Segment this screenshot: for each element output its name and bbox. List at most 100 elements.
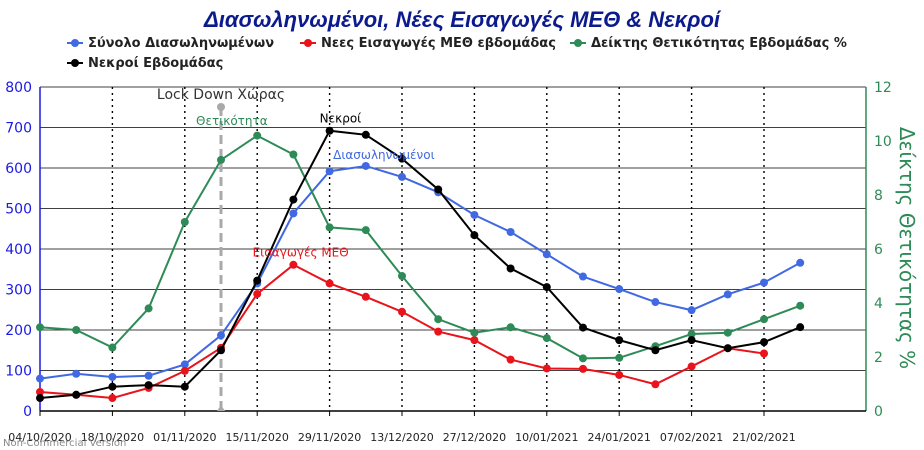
- legend-item: Δείκτης Θετικότητας Εβδομάδας %: [570, 36, 847, 51]
- series-point: [361, 226, 370, 235]
- annotation-labels: Lock Down Χώρας Θετικότητα Νεκροί Διασωληνω…: [157, 87, 435, 259]
- series-point: [687, 362, 696, 371]
- axes: 0 100 200 300 400 500 600 700 800 0 2 4 6 8 10 12 04/10/…: [5, 80, 892, 444]
- series-point: [579, 364, 587, 373]
- series-line: [39, 129, 801, 400]
- series-point: [180, 366, 189, 375]
- x-tick-label: 21/02/2021: [732, 431, 795, 444]
- series-point: [398, 154, 406, 163]
- series-point: [361, 292, 370, 301]
- series-point: [289, 209, 298, 218]
- y-left-tick-label: 100: [5, 364, 32, 380]
- y-right-tick-label: 10: [874, 134, 892, 150]
- annotation-lines: [217, 103, 225, 411]
- series-point: [144, 381, 153, 390]
- series-2: [36, 260, 768, 403]
- series-point: [579, 354, 587, 363]
- series-point: [108, 382, 117, 391]
- y-right-tick-label: 6: [874, 242, 883, 258]
- series-point: [72, 390, 81, 399]
- y-left-tick-label: 300: [5, 283, 32, 299]
- series-point: [36, 387, 44, 396]
- series-point: [253, 276, 262, 285]
- series-point: [325, 279, 334, 288]
- series-point: [361, 161, 370, 170]
- series-4: [36, 126, 805, 403]
- y-right-tick-label: 2: [874, 350, 883, 366]
- y-right-tick-label: 4: [874, 296, 883, 312]
- series-point: [542, 283, 551, 292]
- x-tick-label: 07/02/2021: [660, 431, 723, 444]
- series-point: [579, 323, 587, 332]
- legend-swatch-marker: [71, 39, 79, 47]
- series-point: [615, 353, 624, 362]
- series-point: [72, 326, 81, 334]
- y-right-tick-label: 8: [874, 188, 883, 204]
- legend-label: Νεκροί Εβδομάδας: [88, 56, 223, 71]
- series-point: [108, 394, 117, 403]
- series-point: [470, 210, 479, 219]
- y-left-tick-label: 400: [5, 242, 32, 258]
- series-point: [108, 372, 117, 381]
- series-point: [325, 167, 334, 176]
- series-point: [723, 328, 732, 337]
- series-point: [180, 218, 189, 226]
- series-point: [434, 327, 443, 336]
- series-line: [39, 164, 801, 380]
- series-point: [723, 290, 732, 299]
- series-point: [72, 369, 81, 378]
- lockdown-label: Lock Down Χώρας: [157, 87, 285, 103]
- legend-item: Σύνολο Διασωληνωμένων: [67, 36, 274, 51]
- grid: [40, 86, 866, 412]
- series-point: [651, 380, 660, 389]
- y-left-tick-label: 600: [5, 161, 32, 177]
- series-point: [470, 336, 479, 345]
- legend-item: Νεες Εισαγωγές ΜΕΘ εβδομάδας: [300, 36, 556, 51]
- legend-label: Νεες Εισαγωγές ΜΕΘ εβδομάδας: [321, 36, 556, 51]
- series-point: [253, 289, 262, 298]
- series-point: [361, 130, 370, 139]
- x-tick-label: 29/11/2020: [298, 431, 361, 444]
- lockdown-line-top-marker: [217, 103, 225, 111]
- legend-label: Δείκτης Θετικότητας Εβδομάδας %: [591, 36, 847, 51]
- series-point: [180, 382, 189, 391]
- series-point: [615, 285, 624, 294]
- legend-swatch-marker: [574, 39, 582, 47]
- series-point: [687, 330, 696, 339]
- legend-swatch-marker: [71, 59, 79, 67]
- series-point: [434, 185, 443, 194]
- series-point: [760, 315, 768, 324]
- x-tick-label: 18/10/2020: [81, 431, 144, 444]
- series-point: [796, 301, 805, 310]
- series-point: [796, 258, 805, 267]
- x-tick-label: 01/11/2020: [153, 431, 216, 444]
- chart-title: Διασωληνωμένοι, Νέες Εισαγωγές ΜΕΘ & Νεκ…: [203, 7, 722, 32]
- legend-label: Σύνολο Διασωληνωμένων: [88, 36, 274, 51]
- series-point: [325, 223, 334, 232]
- series-point: [615, 370, 624, 379]
- series-point: [289, 195, 298, 204]
- series-point: [723, 344, 732, 353]
- series-point: [542, 250, 551, 259]
- series-layer: [36, 126, 805, 403]
- legend-item: Νεκροί Εβδομάδας: [67, 56, 223, 71]
- y-left-tick-label: 200: [5, 323, 32, 339]
- series-point: [253, 131, 262, 140]
- series-point: [217, 155, 225, 164]
- series-point: [470, 328, 479, 337]
- y-right-tick-label: 12: [874, 80, 892, 96]
- series-point: [180, 360, 189, 369]
- y-left-tick-label: 800: [5, 80, 32, 96]
- series-point: [36, 394, 44, 403]
- y-left-tick-label: 500: [5, 202, 32, 218]
- annotation-label: Διασωληνωμένοι: [333, 148, 435, 162]
- series-point: [398, 172, 406, 181]
- series-point: [760, 349, 768, 358]
- legend: Σύνολο Διασωληνωμένων Νεες Εισαγωγές ΜΕΘ …: [67, 36, 847, 71]
- series-point: [760, 278, 768, 287]
- y-right-tick-label: 0: [874, 404, 883, 420]
- annotation-label: Θετικότητα: [196, 114, 268, 128]
- series-point: [434, 315, 443, 324]
- legend-swatch-marker: [304, 39, 312, 47]
- series-point: [108, 343, 117, 352]
